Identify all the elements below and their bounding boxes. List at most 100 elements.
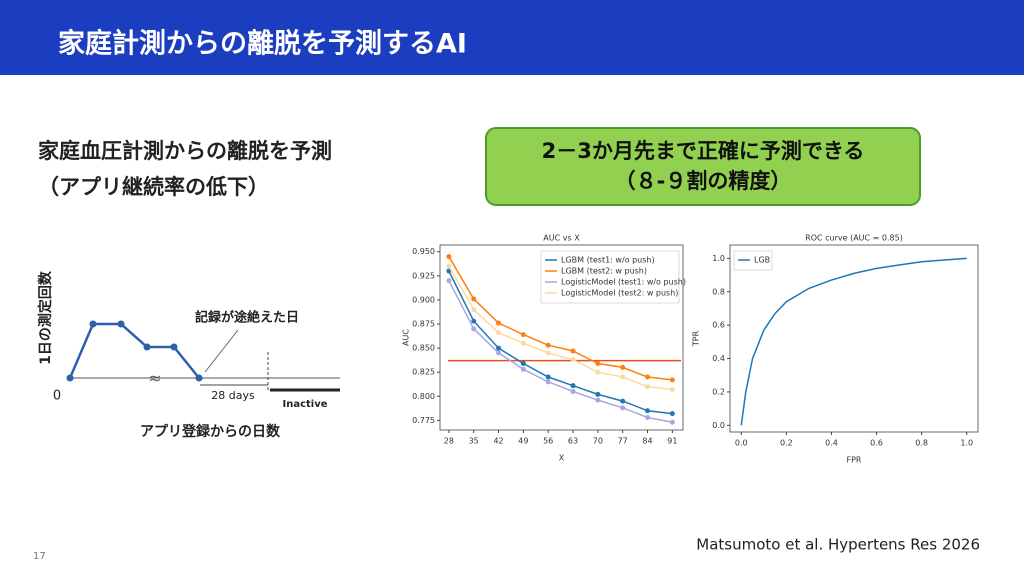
- axis-break: ≈: [148, 369, 161, 388]
- x-axis-title: FPR: [847, 456, 862, 465]
- series-marker: [669, 411, 675, 417]
- callout-box: [485, 127, 921, 206]
- y-tick-label: 0.825: [412, 368, 435, 377]
- series-line: [448, 256, 673, 381]
- diagram-origin: 0: [53, 389, 61, 404]
- diagram: 1日の測定回数 ≈ 0 記録が途絶えた日 28 days Inactive アプ…: [37, 270, 340, 440]
- legend-box: [733, 250, 773, 271]
- x-tick-label: 0.6: [870, 439, 883, 448]
- pointer-line: [204, 329, 239, 373]
- series-marker: [471, 296, 477, 302]
- series-marker: [471, 307, 477, 313]
- x-tick-label: 91: [667, 437, 677, 446]
- series-line: [448, 280, 673, 424]
- series-marker: [595, 391, 601, 397]
- y-tick-label: 0.950: [412, 247, 435, 256]
- x-tick-label: 49: [518, 437, 528, 446]
- series-marker: [520, 366, 526, 372]
- diagram-points: [66, 320, 203, 382]
- series-marker: [471, 318, 477, 324]
- x-tick-label: 70: [593, 437, 603, 446]
- subtitle: （アプリ継続率の低下）: [38, 175, 269, 199]
- x-tick-label: 63: [568, 437, 578, 446]
- series-marker: [496, 345, 502, 351]
- series-marker: [446, 278, 452, 284]
- series-marker: [570, 383, 576, 389]
- x-tick-label: 35: [469, 437, 479, 446]
- series-marker: [645, 408, 651, 414]
- legend-label: LogisticModel (test1: w/o push): [561, 278, 686, 287]
- series-marker: [595, 397, 601, 403]
- series-marker: [570, 357, 576, 363]
- series-line: [740, 257, 967, 426]
- chart-title: AUC vs X: [543, 234, 580, 243]
- series-marker: [520, 340, 526, 346]
- series-line: [448, 270, 673, 415]
- y-tick-label: 0.900: [412, 295, 435, 304]
- y-tick-label: 0.4: [712, 354, 725, 363]
- y-tick-label: 0.800: [412, 392, 435, 401]
- y-axis-title: AUC: [402, 329, 411, 346]
- series-marker: [446, 254, 452, 260]
- header-title: 家庭計測からの離脱を予測するAI: [58, 28, 467, 60]
- series-marker: [645, 384, 651, 390]
- series-marker: [545, 342, 551, 348]
- y-tick-label: 0.850: [412, 344, 435, 353]
- y-tick-label: 0.8: [712, 287, 725, 296]
- series-marker: [620, 374, 626, 380]
- y-tick-label: 1.0: [712, 254, 725, 263]
- diagram-x-label: アプリ登録からの日数: [140, 423, 281, 440]
- series-marker: [545, 350, 551, 356]
- y-tick-label: 0.925: [412, 271, 435, 280]
- series-marker: [595, 361, 601, 367]
- subtitle: 家庭血圧計測からの離脱を予測: [38, 139, 332, 163]
- series-marker: [496, 330, 502, 336]
- callout-text: 2－3か月先まで正確に予測できる: [542, 139, 865, 163]
- legend-box: [540, 250, 680, 304]
- series-marker: [669, 387, 675, 393]
- legend-label: LGBM (test1: w/o push): [561, 256, 655, 265]
- x-tick-label: 77: [618, 437, 628, 446]
- series-marker: [669, 419, 675, 425]
- x-tick-label: 28: [444, 437, 454, 446]
- x-tick-label: 0.4: [825, 439, 838, 448]
- x-axis-title: X: [559, 454, 565, 463]
- series-marker: [669, 377, 675, 383]
- x-tick-label: 42: [493, 437, 503, 446]
- x-tick-label: 56: [543, 437, 553, 446]
- series-marker: [545, 379, 551, 385]
- diagram-status: Inactive: [282, 399, 327, 410]
- page-number: 17: [33, 551, 46, 562]
- diagram-duration: 28 days: [211, 389, 255, 402]
- legend-label: LGB: [754, 256, 770, 265]
- series-marker: [645, 374, 651, 380]
- y-axis-title: TPR: [692, 330, 701, 347]
- series-marker: [645, 414, 651, 420]
- y-tick-label: 0.2: [712, 387, 725, 396]
- series-marker: [545, 374, 551, 380]
- series-marker: [620, 398, 626, 404]
- callout-text: （８-９割の精度）: [615, 169, 792, 193]
- legend-label: LGBM (test2: w push): [561, 267, 647, 276]
- x-tick-label: 0.2: [780, 439, 793, 448]
- legend-label: LogisticModel (test2: w push): [561, 289, 678, 298]
- series-line: [448, 265, 673, 391]
- charts: AUC vs X X AUC 28 35 42 49 56 63 70 77 84 91 0.775 0.8…: [402, 234, 979, 465]
- series-marker: [620, 405, 626, 411]
- series-marker: [446, 263, 452, 269]
- y-tick-label: 0.775: [412, 416, 435, 425]
- series-marker: [520, 361, 526, 367]
- y-tick-label: 0.0: [712, 421, 725, 430]
- x-tick-label: 0.8: [915, 439, 928, 448]
- series-marker: [520, 332, 526, 338]
- diagram-line: [68, 322, 200, 379]
- series-marker: [496, 350, 502, 356]
- plot-frame: [729, 244, 979, 433]
- x-tick-label: 1.0: [960, 439, 973, 448]
- series-marker: [496, 320, 502, 326]
- diagram-y-label: 1日の測定回数: [37, 270, 54, 365]
- y-tick-label: 0.6: [712, 321, 725, 330]
- series-marker: [595, 369, 601, 375]
- series-marker: [570, 388, 576, 394]
- y-tick-label: 0.875: [412, 320, 435, 329]
